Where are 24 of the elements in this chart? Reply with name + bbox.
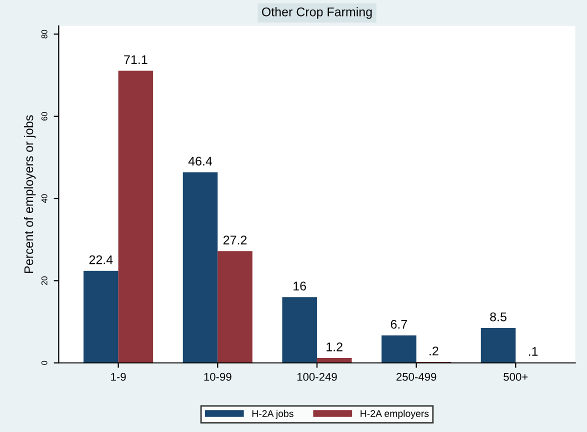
data-label: 16 [294,282,306,290]
y-tick-label: 20 [41,276,48,285]
x-tick-label: 250-499 [396,372,436,381]
y-axis-title: Percent of employers or jobs [24,115,36,273]
data-label: 27.2 [223,236,247,244]
legend-label: H-2A employers [360,410,429,419]
x-tick-label: 1-9 [111,372,126,381]
x-tick-label: 100-249 [297,372,337,381]
data-label: 1.2 [326,342,342,352]
y-tick-label: 60 [41,112,48,121]
data-label: 22.4 [89,255,113,264]
chart-title: Other Crop Farming [262,7,372,19]
data-label: 71.1 [124,55,148,64]
data-label: 46.4 [188,156,212,166]
x-tick-label: 500+ [504,372,528,381]
y-tick-label: 80 [41,30,48,38]
y-tick-label: 40 [41,194,48,203]
data-label: .2 [430,346,438,356]
y-tick-label: 0 [41,360,48,365]
data-label: 6.7 [390,320,407,329]
data-label: 8.5 [490,312,506,322]
legend-label: H-2A jobs [252,410,294,419]
x-tick-label: 10-99 [204,372,232,381]
data-label: .1 [528,347,538,356]
